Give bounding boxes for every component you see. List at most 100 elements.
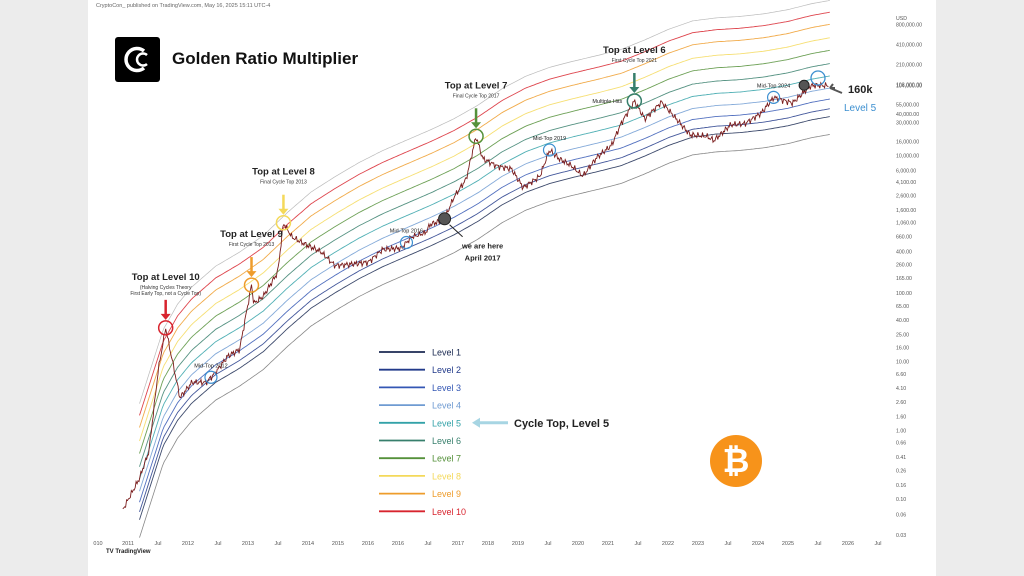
x-tick-label: 2019 — [512, 541, 524, 547]
cycle-top-subtitle-2: First Early Top, not a Cycle Top) — [130, 291, 201, 297]
cycle-top-level-5-label: Cycle Top, Level 5 — [514, 418, 609, 430]
we-are-here-label: we are here — [461, 242, 503, 251]
cycle-top-arrowhead — [246, 271, 257, 278]
legend-label: Level 7 — [432, 454, 461, 464]
cycle-top-title: Top at Level 6 — [603, 45, 666, 56]
x-tick-label: Jul — [724, 541, 731, 547]
legend-label: Level 2 — [432, 365, 461, 375]
band-line-upper-envelope — [139, 0, 830, 404]
y-tick-label: 660.00 — [896, 235, 912, 241]
cycle-top-marker — [243, 277, 260, 293]
y-tick-label: 1.60 — [896, 414, 906, 420]
x-tick-label: 2015 — [332, 541, 344, 547]
mid-top-marker — [766, 90, 781, 104]
x-tick-label: 2016 — [362, 541, 374, 547]
cycle-top-arrowhead — [471, 122, 482, 129]
band-line-level-4 — [139, 87, 830, 492]
cycle-top-marker — [275, 214, 292, 231]
legend-label: Level 1 — [432, 348, 461, 358]
cycle-top-marker — [157, 320, 174, 336]
cycle-top-arrowhead — [278, 208, 289, 215]
band-line-level-2 — [139, 108, 830, 513]
y-tick-label: 4,100.00 — [896, 180, 916, 186]
x-tick-label: Jul — [634, 541, 641, 547]
x-tick-label: 2011 — [122, 541, 134, 547]
y-tick-label: 100.00 — [896, 291, 912, 297]
y-tick-label: 6.60 — [896, 372, 906, 378]
we-are-here-date: April 2017 — [465, 254, 501, 263]
legend-label: Level 9 — [432, 489, 461, 499]
cycle-top-title: Top at Level 10 — [132, 272, 200, 283]
legend-label: Level 10 — [432, 507, 466, 517]
mid-top-marker — [399, 235, 414, 250]
y-tick-label: 55,000.00 — [896, 103, 919, 109]
cycle-top-arrowhead — [160, 313, 171, 320]
x-tick-label: 2012 — [182, 541, 194, 547]
current-position-arrow — [449, 224, 463, 238]
y-tick-label: 65.00 — [896, 304, 909, 310]
y-tick-label: 40,000.00 — [896, 112, 919, 118]
y-tick-label: 0.10 — [896, 497, 906, 503]
cycle-top-arrowhead — [629, 86, 640, 93]
cycle-top-subtitle: (Halving Cycles Theory — [140, 285, 192, 291]
band-line-lower-envelope — [139, 134, 830, 538]
band-line-level-9 — [139, 23, 830, 428]
x-tick-label: 2014 — [302, 541, 314, 547]
tradingview-logo: TV TradingView — [106, 549, 151, 555]
y-tick-label: 0.06 — [896, 512, 906, 518]
cycle-top-title: Top at Level 9 — [220, 229, 283, 240]
y-tick-label: 260.00 — [896, 262, 912, 268]
tradingview-label: TradingView — [115, 549, 151, 555]
cycle-top-subtitle: Final Cycle Top 2013 — [260, 180, 307, 186]
legend-label: Level 5 — [432, 418, 461, 428]
y-tick-label: 25.00 — [896, 332, 909, 338]
y-tick-label: 210,000.00 — [896, 63, 922, 69]
mid-top-label: Mid-Top 2016 — [390, 229, 423, 235]
band-line-level-6 — [139, 63, 830, 467]
cryptocon-logo-icon — [124, 46, 148, 73]
x-tick-label: Jul — [544, 541, 551, 547]
target-marker — [810, 70, 826, 86]
page-title: Golden Ratio Multiplier — [172, 49, 359, 68]
y-tick-label: 16.00 — [896, 346, 909, 352]
x-tick-label: 2013 — [242, 541, 254, 547]
price-line — [122, 81, 829, 510]
legend-label: Level 3 — [432, 383, 461, 393]
mid-top-label: Mid-Top 2012 — [194, 363, 227, 369]
x-tick-label: 2024 — [752, 541, 764, 547]
cryptocon-logo — [115, 37, 160, 82]
mid-top-label: Mid-Top 2024 — [757, 83, 790, 89]
cycle-top-subtitle: First Cycle Top 2021 — [612, 58, 658, 64]
y-tick-label: USD — [896, 16, 907, 22]
y-tick-label: 1,600.00 — [896, 208, 916, 214]
target-level: Level 5 — [844, 103, 877, 114]
y-tick-label: 10,000.00 — [896, 153, 919, 159]
legend-label: Level 8 — [432, 471, 461, 481]
y-tick-label: 40.00 — [896, 318, 909, 324]
y-tick-label: 2.60 — [896, 400, 906, 406]
current-position-marker-2025 — [798, 79, 810, 91]
target-value: 160k — [848, 84, 873, 96]
cycle-top-title: Top at Level 8 — [252, 167, 315, 178]
x-tick-label: 2025 — [782, 541, 794, 547]
y-tick-label: 410,000.00 — [896, 43, 922, 49]
y-tick-label: 16,000.00 — [896, 139, 919, 145]
y-tick-label: 0.26 — [896, 469, 906, 475]
multiple-hits-label: Multiple Hits — [592, 99, 622, 105]
x-tick-label: 2023 — [692, 541, 704, 547]
x-tick-label: 2022 — [662, 541, 674, 547]
y-tick-label: 1.00 — [896, 428, 906, 434]
x-tick-label: 2016 — [392, 541, 404, 547]
y-tick-label: 4.10 — [896, 386, 906, 392]
x-tick-label: 2020 — [572, 541, 584, 547]
y-tick-label: 10.00 — [896, 360, 909, 366]
publish-credit: CryptoCon_ published on TradingView.com,… — [96, 3, 271, 9]
y-tick-label: 0.41 — [896, 455, 906, 461]
y-tick-label: 165.00 — [896, 276, 912, 282]
band-line-level-7 — [139, 49, 830, 454]
x-tick-label: Jul — [214, 541, 221, 547]
mid-top-marker — [204, 370, 218, 384]
x-tick-label: Jul — [274, 541, 281, 547]
cycle-top-marker — [626, 93, 643, 109]
